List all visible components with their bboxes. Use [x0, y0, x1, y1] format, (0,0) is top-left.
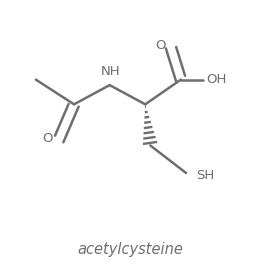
Text: OH: OH [206, 73, 226, 86]
Text: SH: SH [196, 169, 214, 182]
Text: O: O [155, 39, 166, 52]
Text: O: O [42, 132, 53, 145]
Text: acetylcysteine: acetylcysteine [77, 242, 183, 257]
Text: NH: NH [101, 66, 121, 78]
